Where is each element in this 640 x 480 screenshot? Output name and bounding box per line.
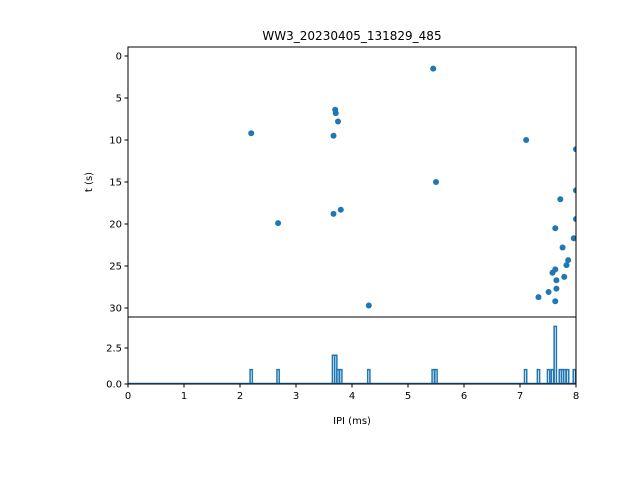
scatter-point (430, 65, 437, 72)
scatter-point (573, 215, 576, 222)
y-tick-label-top: 15 (109, 178, 122, 189)
scatter-points (248, 65, 576, 309)
histogram-bar (338, 368, 343, 384)
y-tick-label-top: 5 (116, 94, 122, 105)
histogram-bar (572, 368, 577, 384)
chart-title: WW3_20230405_131829_485 (262, 29, 441, 43)
scatter-point (552, 298, 559, 305)
x-tick-label: 8 (573, 391, 579, 402)
scatter-point (573, 187, 576, 194)
y-tick-label-top: 30 (109, 304, 122, 315)
scatter-point (332, 110, 339, 117)
histogram-bar (434, 368, 438, 384)
x-tick-label: 3 (293, 391, 299, 402)
scatter-point (330, 210, 337, 217)
scatter-point (545, 289, 552, 296)
scatter-point (330, 132, 337, 139)
histogram-bar (553, 325, 558, 384)
scatter-point (275, 220, 282, 227)
scatter-point (553, 285, 560, 292)
scatter-point (570, 235, 576, 242)
scatter-point (365, 302, 372, 309)
x-tick-label: 2 (237, 391, 243, 402)
histogram-bar (276, 368, 280, 384)
scatter-point (335, 118, 341, 125)
y-axis-label-top: t (s) (84, 172, 95, 192)
scatter-point (565, 257, 572, 264)
histogram-bar (546, 368, 551, 384)
x-axis-label: IPI (ms) (333, 416, 371, 427)
scatter-point (523, 137, 530, 143)
y-tick-label-top: 25 (109, 262, 122, 273)
histogram-bar (565, 368, 570, 384)
scatter-point (557, 196, 564, 203)
scatter-point (549, 269, 556, 276)
x-tick-label: 4 (349, 391, 355, 402)
scatter-point (248, 130, 255, 137)
scatter-point (573, 146, 576, 153)
histogram-bar (249, 368, 254, 384)
histogram-bar (536, 368, 541, 384)
y-tick-label-top: 0 (116, 52, 122, 63)
y-tick-label-bottom: 0.0 (106, 380, 122, 391)
scatter-point (535, 294, 542, 301)
scatter-point (563, 262, 570, 269)
histogram-bar (366, 368, 371, 384)
scatter-point (552, 225, 559, 232)
scatter-point (559, 244, 566, 251)
bottom-axes-frame (127, 316, 577, 385)
x-tick-label: 7 (517, 391, 523, 402)
y-tick-label-top: 10 (109, 136, 122, 147)
scatter-point (553, 277, 560, 284)
y-tick-label-bottom: 2.5 (106, 344, 122, 355)
x-tick-label: 0 (125, 391, 131, 402)
scatter-axes: 0 5 10 15 20 25 30 (109, 52, 576, 315)
scatter-point (433, 179, 439, 185)
scatter-point (337, 206, 344, 213)
x-tick-label: 5 (405, 391, 411, 402)
y-tick-label-top: 20 (109, 220, 122, 231)
x-tick-label: 1 (181, 391, 187, 402)
x-tick-label: 6 (461, 391, 467, 402)
histogram-bar (523, 368, 528, 384)
scatter-point (561, 273, 568, 280)
